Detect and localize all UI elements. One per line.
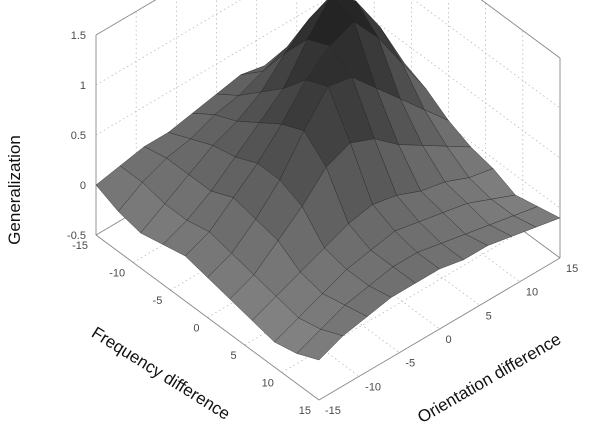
y-tick-label: -5: [153, 295, 163, 307]
y-axis-title: Frequency difference: [88, 323, 233, 424]
y-tick-label: 15: [299, 405, 311, 417]
x-tick-label: 5: [486, 310, 492, 322]
x-tick-label: 15: [566, 263, 578, 275]
x-axis-title: Orientation difference: [414, 329, 564, 427]
y-tick-label: 10: [262, 378, 274, 390]
x-tick-label: 10: [526, 287, 538, 299]
y-tick-label: 5: [231, 350, 237, 362]
box-edge: [95, 234, 320, 401]
z-tick-label: 0: [80, 180, 86, 192]
x-tick-label: -15: [325, 405, 341, 417]
z-tick-label: 0.5: [71, 130, 86, 142]
grid-line: [281, 230, 524, 373]
axis-ticks: -0.5 0 0.5 1 1.5 -15 -10 -5 0 5 10 15 -15 -10 -5 0 5 10 15: [67, 30, 578, 417]
grid-line: [95, 0, 326, 136]
surface-facet: [296, 329, 344, 361]
x-tick-label: 0: [446, 334, 452, 346]
z-tick-label: -0.5: [67, 230, 86, 242]
grid-line: [95, 0, 241, 86]
z-tick-label: 1.5: [71, 30, 86, 42]
box-edge: [95, 0, 157, 36]
box-edge: [480, 0, 561, 59]
x-tick-label: -5: [405, 358, 415, 370]
x-tick-label: -10: [365, 381, 381, 393]
z-axis-title: Generalization: [5, 135, 24, 245]
surface-mesh: [95, 0, 561, 361]
y-tick-label: -15: [72, 240, 88, 252]
y-tick-label: 0: [193, 323, 199, 335]
z-tick-label: 1: [80, 80, 86, 92]
y-tick-label: -10: [109, 268, 125, 280]
box-edge: [318, 257, 561, 401]
